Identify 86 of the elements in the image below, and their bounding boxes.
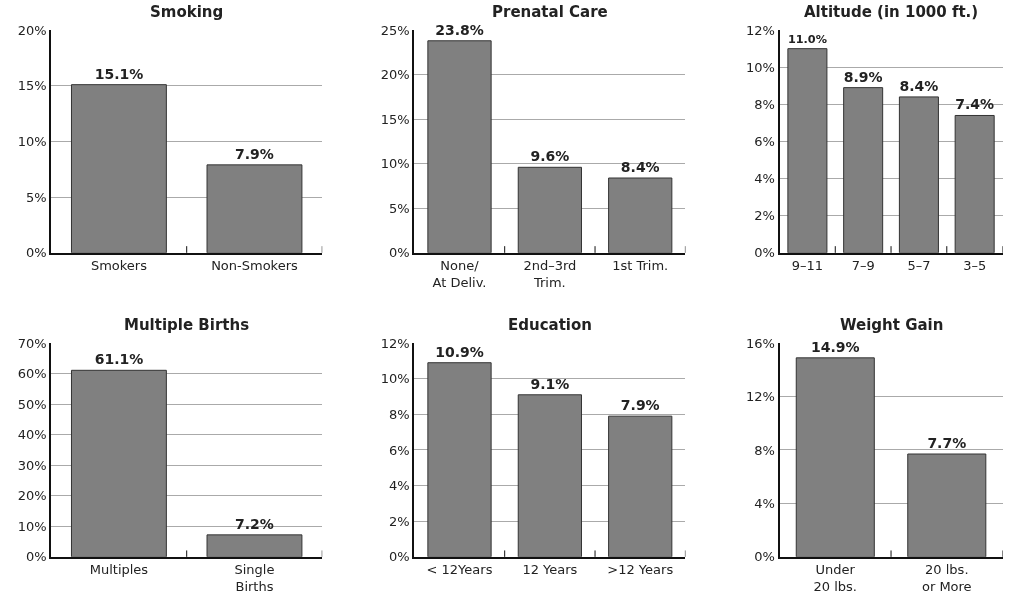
data-label: 8.4% <box>620 159 660 175</box>
x-tick-label: Multiples <box>89 562 149 578</box>
data-label: 10.9% <box>435 343 484 360</box>
data-label: 8.4% <box>899 77 939 94</box>
y-tick-label: 2% <box>754 208 775 224</box>
y-tick-label: 8% <box>389 406 410 422</box>
x-tick-label: >12 Years <box>607 562 674 578</box>
y-tick-label: 12% <box>380 335 410 351</box>
x-tick-label: 12 Years <box>522 562 578 578</box>
y-tick-label: 0% <box>25 245 47 261</box>
y-tick-label: 5% <box>389 200 410 216</box>
y-tick-label: 0% <box>25 549 47 565</box>
y-tick-label: 10% <box>746 59 775 75</box>
y-tick-label: 30% <box>17 457 47 473</box>
y-tick-label: 0% <box>389 549 410 565</box>
x-tick-label: 7–9 <box>851 258 875 274</box>
y-tick-label: 10% <box>17 134 47 150</box>
x-tick-label: 5–7 <box>907 258 931 274</box>
bar <box>787 48 828 253</box>
y-tick-label: 10% <box>380 371 410 387</box>
data-label: 7.9% <box>235 145 274 162</box>
data-label: 14.9% <box>810 338 860 355</box>
chart-title: Altitude (in 1000 ft.) <box>804 3 979 21</box>
data-label: 9.6% <box>530 148 570 165</box>
y-tick-label: 4% <box>754 495 775 511</box>
bar <box>517 166 582 253</box>
y-tick-label: 6% <box>754 134 775 150</box>
data-label: 8.9% <box>843 68 883 85</box>
bar <box>843 87 884 253</box>
y-tick-label: 25% <box>380 22 410 38</box>
bar <box>608 177 673 253</box>
bar <box>898 96 939 253</box>
chart-title: Weight Gain <box>840 316 944 334</box>
y-tick-label: 20% <box>17 488 47 504</box>
chart-title: Prenatal Care <box>492 3 608 21</box>
y-tick-label: 10% <box>380 156 410 172</box>
x-tick-label: Non-Smokers <box>211 258 299 274</box>
data-label: 23.8% <box>435 21 484 38</box>
chart-title: Multiple Births <box>124 316 250 334</box>
y-tick-label: 4% <box>754 171 775 187</box>
y-tick-label: 5% <box>25 189 47 205</box>
y-tick-label: 15% <box>380 111 410 127</box>
y-tick-label: 4% <box>389 478 410 494</box>
y-tick-label: 0% <box>389 245 410 261</box>
x-tick-label: 1st Trim. <box>612 258 669 274</box>
x-tick-label: Smokers <box>90 258 148 274</box>
y-tick-label: 16% <box>746 335 775 351</box>
data-label: 61.1% <box>94 351 144 368</box>
data-label: 7.9% <box>620 397 660 414</box>
bar <box>427 40 492 253</box>
y-tick-label: 2% <box>389 513 410 529</box>
y-tick-label: 70% <box>17 335 47 351</box>
y-tick-label: 20% <box>17 22 47 38</box>
y-tick-label: 6% <box>389 442 410 458</box>
y-tick-label: 0% <box>754 245 775 261</box>
x-tick-label: 20 lbs. or More <box>921 562 972 595</box>
y-tick-label: 0% <box>754 549 775 565</box>
x-tick-label: Single Births <box>234 562 275 595</box>
x-tick-label: None/ At Deliv. <box>432 258 487 291</box>
chart-title: Smoking <box>150 3 224 21</box>
y-tick-label: 8% <box>754 442 775 458</box>
y-tick-label: 60% <box>17 366 47 382</box>
data-label: 7.7% <box>927 435 967 451</box>
y-tick-label: 50% <box>17 396 47 412</box>
y-tick-label: 10% <box>17 518 47 534</box>
data-label: 15.1% <box>94 65 144 82</box>
chart-title: Education <box>508 316 592 334</box>
x-tick-label: 2nd–3rd Trim. <box>523 258 577 291</box>
data-label: 7.2% <box>235 515 274 532</box>
y-tick-label: 20% <box>380 67 410 83</box>
bar <box>608 415 673 557</box>
y-tick-label: 40% <box>17 427 47 443</box>
data-label: 7.4% <box>955 96 995 113</box>
x-tick-label: 3–5 <box>963 258 987 274</box>
bar <box>954 114 995 253</box>
bar <box>427 362 492 557</box>
x-tick-label: 9–11 <box>791 258 824 274</box>
x-tick-label: Under 20 lbs. <box>813 562 857 595</box>
data-label: 11.0% <box>787 33 827 47</box>
x-tick-label: < 12Years <box>426 562 493 578</box>
y-tick-label: 12% <box>746 22 775 38</box>
data-label: 9.1% <box>530 375 570 392</box>
bar <box>517 394 582 557</box>
y-tick-label: 15% <box>17 78 47 94</box>
y-tick-label: 8% <box>754 96 775 112</box>
y-tick-label: 12% <box>746 389 775 405</box>
